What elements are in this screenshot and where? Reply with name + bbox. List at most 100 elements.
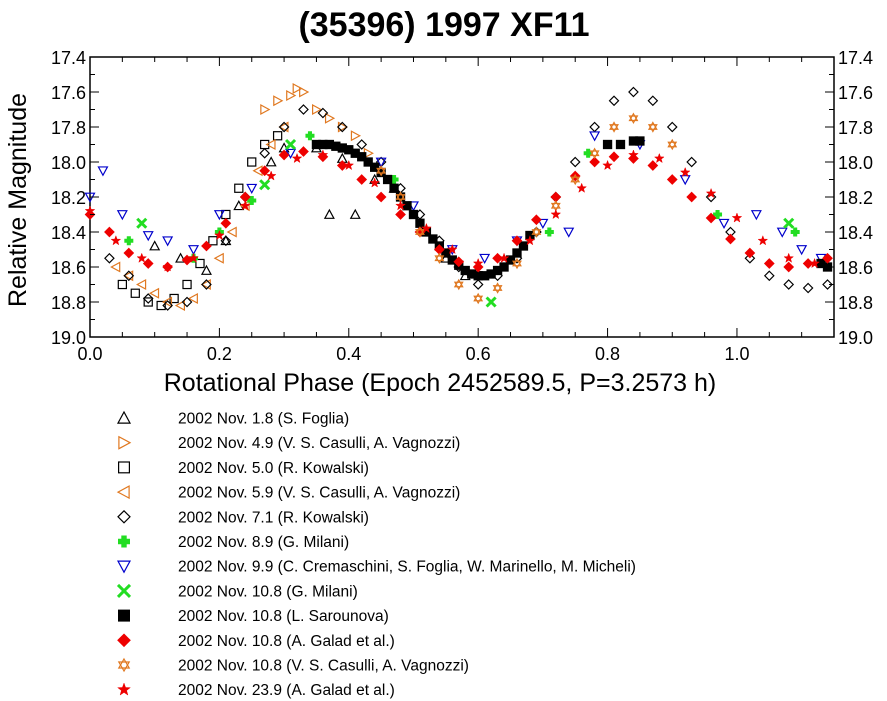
data-point bbox=[97, 166, 109, 177]
data-point bbox=[200, 264, 212, 275]
data-point bbox=[499, 262, 509, 272]
data-point bbox=[213, 210, 225, 221]
y-tick-label-left: 19.0 bbox=[51, 328, 86, 348]
legend: 2002 Nov. 1.8 (S. Foglia) 2002 Nov. 4.9 (… bbox=[116, 411, 636, 699]
data-point bbox=[265, 138, 276, 151]
legend-label: 2002 Nov. 10.8 (A. Galad et al.) bbox=[178, 633, 395, 650]
data-point bbox=[492, 252, 503, 264]
y-tick-label-left: 17.8 bbox=[51, 118, 86, 138]
data-point bbox=[104, 226, 115, 238]
data-point bbox=[389, 183, 399, 193]
data-point bbox=[718, 218, 730, 230]
data-point bbox=[188, 252, 199, 263]
data-point bbox=[265, 156, 277, 167]
data-point bbox=[246, 183, 258, 195]
data-point bbox=[104, 252, 115, 264]
x-tick-label: 1.0 bbox=[724, 344, 749, 364]
data-point bbox=[323, 208, 335, 219]
data-point bbox=[142, 231, 154, 242]
data-point bbox=[195, 258, 205, 269]
data-point bbox=[731, 212, 743, 223]
legend-label: 2002 Nov. 5.0 (R. Kowalski) bbox=[178, 460, 369, 477]
data-point bbox=[247, 157, 257, 167]
data-point bbox=[705, 191, 717, 203]
data-point bbox=[162, 261, 174, 272]
data-point bbox=[783, 252, 795, 263]
legend-label: 2002 Nov. 10.8 (V. S. Casulli, A. Vagnoz… bbox=[178, 658, 469, 675]
y-tick-label-right: 18.8 bbox=[838, 293, 873, 313]
legend-item: 2002 Nov. 5.9 (V. S. Casulli, A. Vagnozz… bbox=[116, 485, 460, 502]
data-point bbox=[686, 156, 698, 168]
data-point bbox=[336, 121, 348, 133]
data-point bbox=[156, 300, 166, 311]
data-point bbox=[395, 191, 406, 203]
legend-marker bbox=[117, 633, 131, 648]
data-point bbox=[337, 121, 349, 133]
data-point bbox=[174, 299, 185, 312]
data-point bbox=[428, 234, 438, 244]
data-point bbox=[363, 157, 373, 167]
data-point bbox=[518, 241, 529, 251]
data-point bbox=[356, 139, 368, 150]
data-point bbox=[259, 179, 271, 191]
data-point bbox=[796, 245, 808, 256]
data-point bbox=[679, 175, 691, 186]
data-point bbox=[635, 136, 645, 146]
legend-marker bbox=[117, 609, 130, 622]
data-point bbox=[161, 296, 173, 308]
x-tick-label: 0.8 bbox=[595, 344, 620, 364]
data-point bbox=[583, 148, 593, 158]
legend-label: 2002 Nov. 23.9 (A. Galad et al.) bbox=[178, 682, 395, 699]
data-point bbox=[402, 201, 412, 211]
data-point bbox=[149, 240, 161, 251]
data-point bbox=[298, 104, 309, 115]
data-point bbox=[278, 121, 290, 133]
data-point bbox=[725, 233, 736, 245]
data-point bbox=[512, 257, 522, 270]
data-point bbox=[608, 95, 620, 107]
data-point bbox=[531, 214, 542, 226]
data-point bbox=[512, 248, 522, 258]
y-tick-label-right: 19.0 bbox=[838, 328, 873, 348]
data-point bbox=[421, 222, 432, 234]
legend-item: 2002 Nov. 10.8 (V. S. Casulli, A. Vagnoz… bbox=[117, 658, 469, 675]
data-point bbox=[116, 210, 128, 221]
legend-item: 2002 Nov. 5.0 (R. Kowalski) bbox=[117, 460, 369, 477]
data-point bbox=[208, 236, 218, 246]
data-point bbox=[615, 139, 626, 150]
series-11 bbox=[376, 112, 678, 305]
data-point bbox=[453, 278, 464, 291]
x-tick-label: 0.0 bbox=[77, 344, 102, 364]
data-point bbox=[563, 227, 575, 238]
data-point bbox=[260, 103, 271, 116]
data-point bbox=[286, 89, 297, 102]
data-point bbox=[220, 217, 232, 229]
data-point bbox=[110, 235, 122, 246]
data-point bbox=[472, 279, 484, 290]
data-point bbox=[589, 131, 601, 142]
data-point bbox=[609, 121, 619, 133]
data-point bbox=[220, 234, 232, 246]
data-point bbox=[298, 146, 309, 157]
data-point bbox=[162, 300, 173, 311]
data-point bbox=[666, 174, 678, 185]
data-point bbox=[188, 245, 200, 256]
data-point bbox=[259, 147, 271, 159]
data-point bbox=[783, 261, 795, 273]
x-tick-label: 0.2 bbox=[207, 344, 232, 364]
data-point bbox=[686, 191, 698, 203]
series-4 bbox=[110, 121, 289, 312]
data-point bbox=[299, 86, 310, 98]
legend-item: 2002 Nov. 1.8 (S. Foglia) bbox=[116, 411, 349, 428]
data-point bbox=[376, 165, 387, 177]
legend-marker bbox=[117, 509, 131, 524]
data-point bbox=[278, 121, 289, 133]
legend-marker bbox=[116, 583, 132, 598]
data-point bbox=[744, 247, 756, 259]
legend-item: 2002 Nov. 10.8 (L. Sarounova) bbox=[117, 608, 389, 625]
legend-marker bbox=[117, 682, 131, 696]
data-point bbox=[763, 258, 775, 269]
data-point bbox=[259, 165, 271, 177]
data-point bbox=[679, 166, 691, 178]
y-tick-label-right: 17.6 bbox=[838, 83, 873, 103]
